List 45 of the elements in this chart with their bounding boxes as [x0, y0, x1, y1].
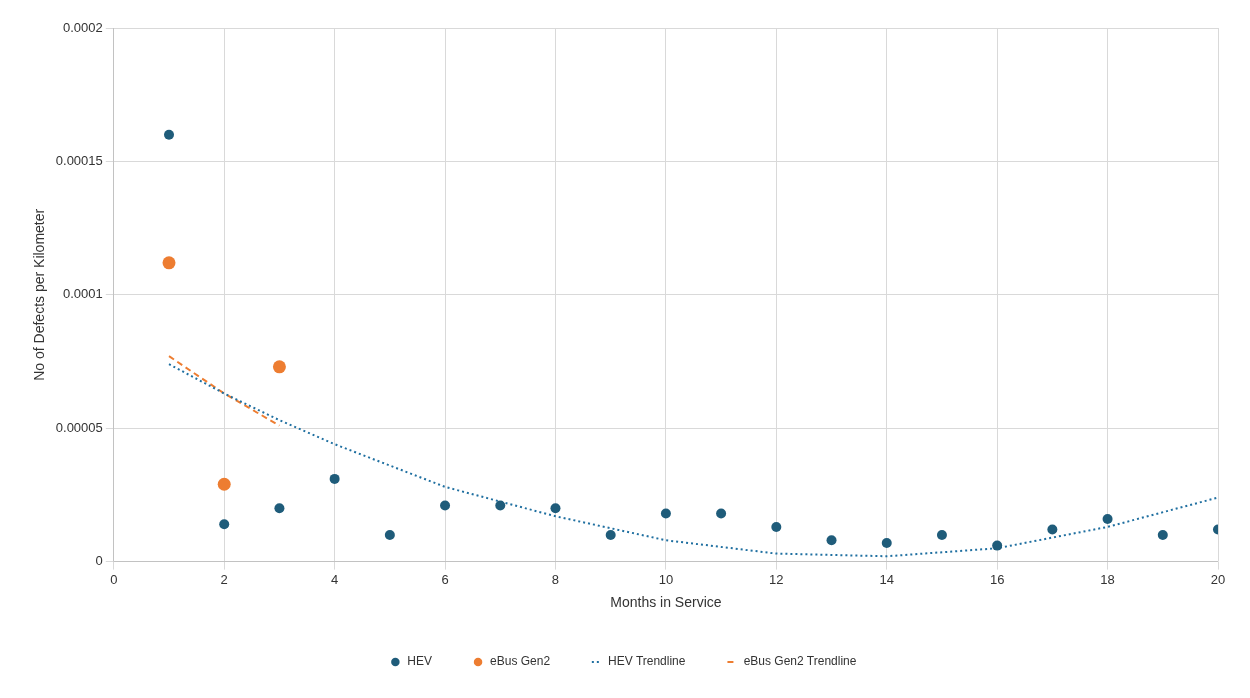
x-tick-label: 16 — [989, 571, 1005, 587]
legend-label: eBus Gen2 Trendline — [743, 654, 857, 669]
point — [550, 503, 561, 514]
point — [1157, 529, 1168, 540]
x-tick-label: 12 — [769, 571, 784, 587]
point — [219, 519, 230, 530]
point — [936, 529, 947, 540]
y-axis-title: No of Defects per Kilometer — [31, 208, 48, 381]
legend-label: HEV Trendline — [608, 654, 686, 669]
point — [1102, 513, 1113, 524]
y-tick-label: 0.0001 — [63, 286, 103, 302]
legend-label: eBus Gen2 — [490, 654, 551, 669]
x-tick-label: 14 — [879, 571, 894, 587]
x-tick-label: 8 — [551, 571, 560, 587]
point — [164, 129, 174, 140]
x-axis-title: Months in Service — [610, 594, 722, 611]
x-tick-label: 6 — [441, 571, 449, 587]
line-series — [168, 363, 1218, 558]
point — [274, 503, 285, 514]
y-tick-label: 0 — [95, 553, 103, 569]
y-tick-label: 0.00015 — [55, 152, 103, 168]
point — [605, 529, 616, 540]
point — [384, 529, 395, 540]
point — [440, 500, 451, 511]
y-tick-label: 0.00005 — [55, 419, 103, 435]
point — [716, 508, 727, 519]
legend-label: HEV — [407, 654, 433, 669]
x-tick-label: 4 — [331, 571, 339, 587]
point — [162, 256, 176, 270]
point — [826, 535, 837, 546]
point — [272, 360, 286, 374]
x-tick-label: 18 — [1100, 571, 1115, 587]
point — [329, 473, 340, 484]
x-tick-label: 10 — [658, 571, 674, 587]
x-tick-label: 0 — [110, 571, 118, 587]
point — [992, 540, 1003, 551]
x-tick-label: 20 — [1210, 571, 1226, 587]
point — [495, 500, 506, 511]
y-tick-label: 0.0002 — [63, 19, 103, 35]
point — [217, 477, 231, 491]
point — [1047, 524, 1058, 535]
point — [881, 537, 892, 548]
x-tick-label: 2 — [220, 571, 228, 587]
point — [771, 521, 782, 532]
point — [660, 508, 671, 519]
